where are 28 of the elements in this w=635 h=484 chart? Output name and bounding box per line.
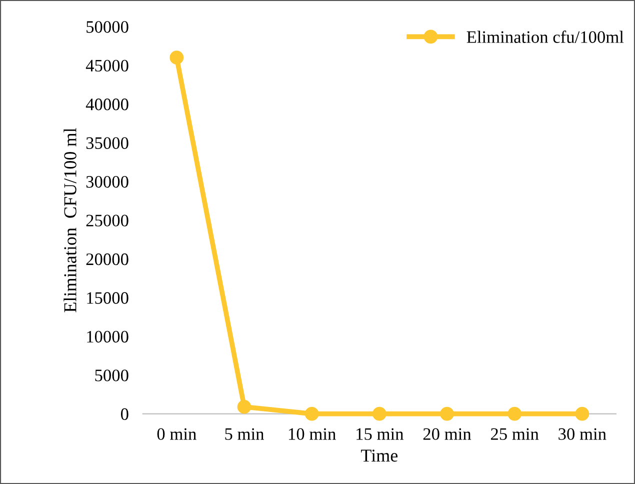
x-tick-label: 10 min bbox=[289, 428, 336, 440]
y-tick-label: 35000 bbox=[86, 137, 128, 149]
y-tick-label: 0 bbox=[120, 408, 128, 420]
point bbox=[575, 406, 590, 421]
point bbox=[440, 406, 454, 421]
legend-label: Elimination cfu/100ml bbox=[466, 30, 624, 43]
x-tick-label: 25 min bbox=[490, 428, 539, 440]
x-tick-label: 20 min bbox=[423, 428, 472, 440]
point bbox=[508, 406, 522, 421]
y-tick-label: 50000 bbox=[86, 21, 128, 33]
x-tick-label: 30 min bbox=[558, 428, 606, 440]
x-tick-label: 5 min bbox=[225, 428, 264, 440]
y-tick-label: 30000 bbox=[86, 176, 128, 188]
y-tick-label: 15000 bbox=[87, 292, 128, 304]
point bbox=[170, 50, 184, 65]
x-tick-label: 15 min bbox=[356, 428, 404, 440]
y-tick-label: 40000 bbox=[86, 98, 128, 110]
y-tick-label: 10000 bbox=[87, 330, 128, 343]
y-tick-label: 5000 bbox=[95, 370, 128, 382]
y-tick-label: 20000 bbox=[86, 253, 128, 266]
point bbox=[372, 406, 386, 421]
x-axis-title: Time bbox=[361, 450, 398, 462]
y-axis-title: Elimination CFU/100 ml bbox=[64, 128, 76, 312]
point bbox=[304, 406, 319, 421]
y-tick-label: 25000 bbox=[86, 214, 128, 226]
point bbox=[237, 400, 252, 414]
x-tick-label: 0 min bbox=[157, 428, 196, 440]
y-tick-label: 45000 bbox=[86, 60, 128, 72]
